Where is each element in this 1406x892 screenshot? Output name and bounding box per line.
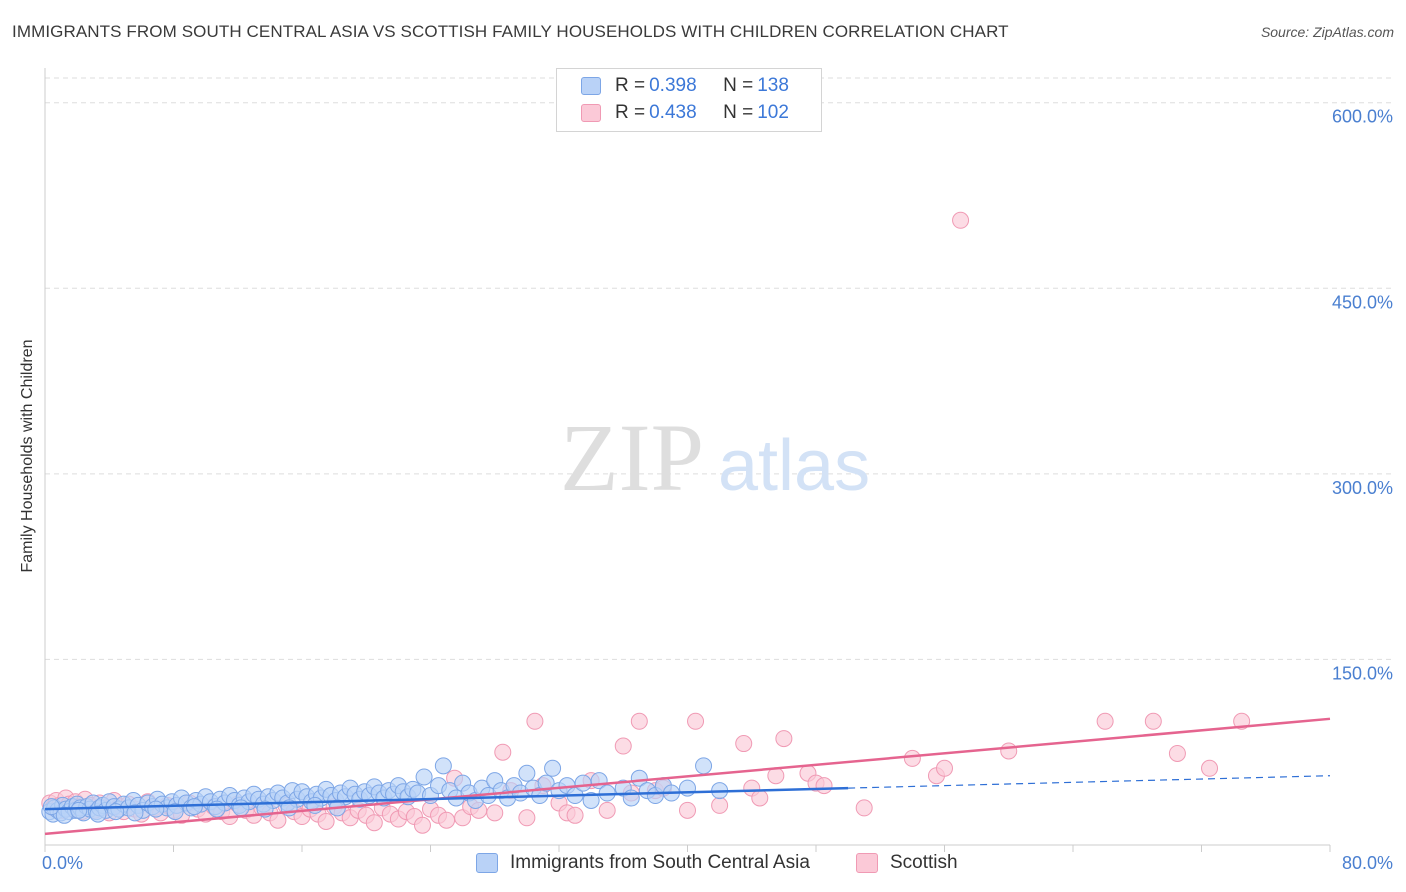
immigrant-point	[147, 800, 165, 818]
immigrant-point	[185, 798, 203, 816]
scottish-point	[438, 811, 456, 829]
y-tick-label: 300.0%	[1332, 478, 1393, 498]
scottish-trendline	[44, 717, 1331, 836]
immigrant-point	[537, 774, 555, 792]
scottish-point	[1000, 742, 1018, 760]
blue-swatch	[581, 77, 601, 95]
immigrant-trendline-extension	[848, 775, 1331, 789]
r-value: 0.438	[649, 102, 697, 123]
scottish-point	[518, 809, 536, 827]
immigrant-point	[582, 791, 600, 809]
chart-title: IMMIGRANTS FROM SOUTH CENTRAL ASIA VS SC…	[12, 22, 1009, 41]
trendlines	[44, 717, 1331, 836]
watermark-zip: ZIP	[560, 404, 704, 511]
scottish-point	[630, 712, 648, 730]
source-attribution: Source: ZipAtlas.com	[1260, 24, 1394, 40]
n-label: N =	[723, 75, 754, 96]
watermark: ZIP atlas	[560, 404, 870, 511]
legend-label-scottish: Scottish	[890, 852, 958, 873]
legend-swatch-pink	[856, 853, 878, 873]
scottish-point	[815, 777, 833, 795]
scottish-point	[1096, 712, 1114, 730]
immigrant-point	[166, 803, 184, 821]
scottish-point	[751, 789, 769, 807]
scottish-point	[775, 730, 793, 748]
r-label: R =	[615, 75, 646, 96]
r-value: 0.398	[649, 75, 697, 96]
stats-row-immigrants: R = 0.398 N = 138	[581, 74, 789, 98]
scottish-point	[614, 737, 632, 755]
gridlines	[45, 77, 1394, 660]
n-value: 102	[757, 102, 789, 123]
x-tick-label: 80.0%	[1342, 853, 1393, 873]
pink-swatch	[581, 104, 601, 122]
axes	[44, 68, 1331, 852]
scottish-point	[1144, 712, 1162, 730]
tick-labels: 150.0% 300.0% 450.0% 600.0% 0.0% 80.0%	[42, 107, 1393, 873]
immigrant-point	[518, 764, 536, 782]
immigrant-point	[89, 805, 107, 823]
scottish-point	[566, 806, 584, 824]
y-tick-label: 600.0%	[1332, 107, 1393, 127]
n-label: N =	[723, 102, 754, 123]
legend-item-scottish[interactable]: Scottish	[856, 852, 958, 874]
immigrant-point	[415, 768, 433, 786]
immigrant-point	[574, 774, 592, 792]
immigrant-point	[70, 801, 88, 819]
scottish-point	[494, 743, 512, 761]
scottish-point	[711, 796, 729, 814]
scottish-point	[735, 735, 753, 753]
y-tick-label: 150.0%	[1332, 663, 1393, 683]
scottish-point	[1201, 759, 1219, 777]
scottish-point	[598, 801, 616, 819]
legend-label-immigrants: Immigrants from South Central Asia	[510, 852, 810, 873]
immigrant-point	[42, 798, 60, 816]
immigrant-point	[232, 799, 250, 817]
scottish-point	[1168, 744, 1186, 762]
scottish-point	[903, 749, 921, 767]
scottish-point	[365, 814, 383, 832]
legend-swatch-blue	[476, 853, 498, 873]
n-value: 138	[757, 75, 789, 96]
scottish-point	[526, 712, 544, 730]
immigrant-point	[544, 759, 562, 777]
scottish-point	[317, 812, 335, 830]
scottish-point	[413, 816, 431, 834]
scottish-point	[679, 801, 696, 819]
x-tick-label: 0.0%	[42, 853, 83, 873]
immigrant-point	[695, 757, 713, 775]
scottish-point	[936, 759, 953, 777]
watermark-atlas: atlas	[718, 426, 870, 506]
y-tick-label: 450.0%	[1332, 292, 1393, 312]
scottish-point	[952, 211, 970, 229]
scottish-points	[41, 211, 1251, 834]
scottish-point	[486, 804, 504, 822]
scottish-point	[855, 799, 873, 817]
immigrant-point	[434, 757, 452, 775]
immigrant-point	[126, 804, 144, 822]
stats-row-scottish: R = 0.438 N = 102	[581, 101, 789, 125]
scottish-point	[687, 712, 705, 730]
r-label: R =	[615, 102, 646, 123]
immigrant-trendline	[44, 786, 849, 811]
legend-item-immigrants[interactable]: Immigrants from South Central Asia	[476, 852, 810, 874]
stats-box: R = 0.398 N = 138 R = 0.438 N = 102	[556, 68, 822, 132]
